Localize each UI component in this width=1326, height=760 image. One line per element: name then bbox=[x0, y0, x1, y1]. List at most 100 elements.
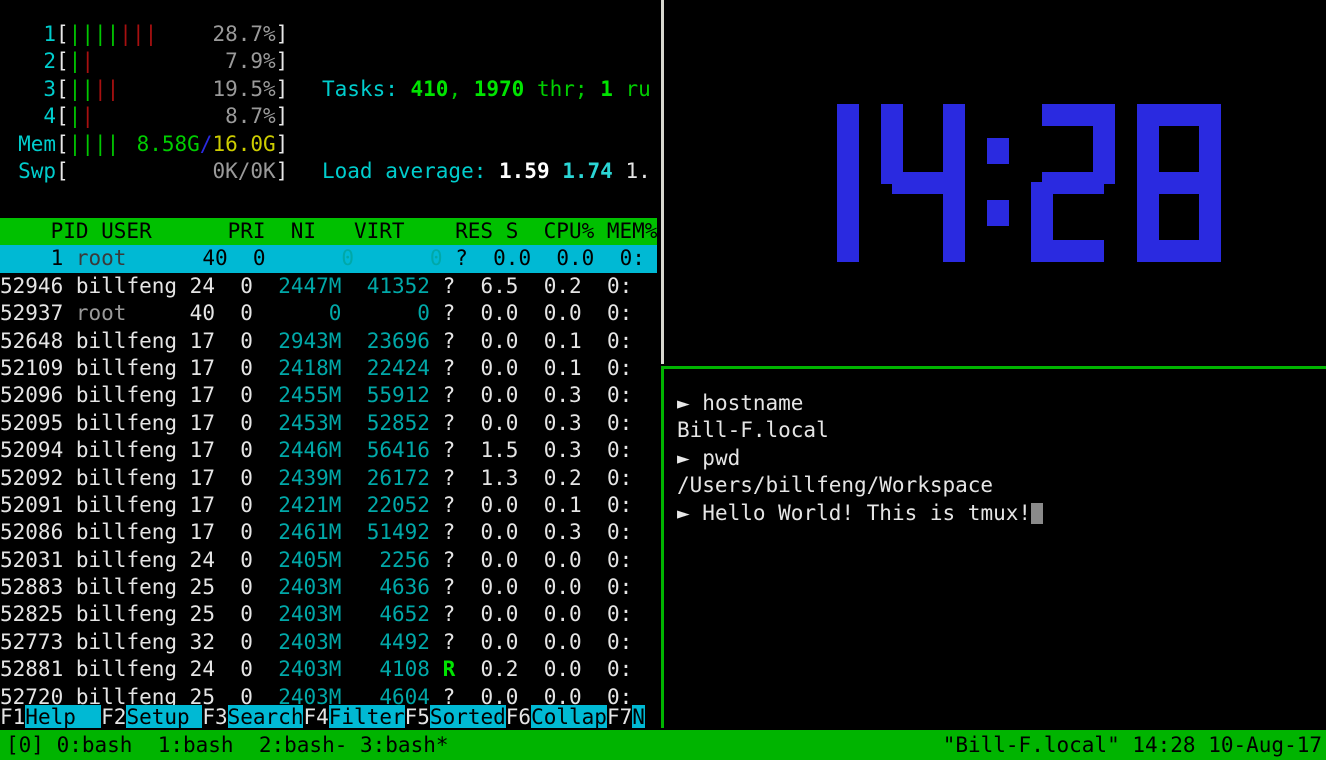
fkey-label-f2[interactable]: Setup bbox=[126, 705, 203, 728]
cell-cpu: 6.5 bbox=[455, 273, 519, 298]
cell-space bbox=[63, 383, 76, 407]
process-table-header[interactable]: PID USER PRI NI VIRT RES S CPU% MEM% T bbox=[0, 218, 657, 246]
cell-virt: 2446M bbox=[252, 438, 342, 463]
shell-command-text: pwd bbox=[702, 445, 741, 470]
fkey-number-f2[interactable]: F2 bbox=[101, 705, 127, 728]
cell-pid: 52092 bbox=[0, 465, 64, 490]
fkey-number-f1[interactable]: F1 bbox=[0, 705, 26, 728]
table-row[interactable]: 52031 billfeng 24 0 2405M 2256 ? 0.0 0.0… bbox=[0, 547, 657, 574]
table-row[interactable]: 52720 billfeng 25 0 2403M 4604 ? 0.0 0.0… bbox=[0, 684, 657, 711]
pane-divider-horizontal[interactable] bbox=[661, 366, 1326, 369]
table-row[interactable]: 52109 billfeng 17 0 2418M 22424 ? 0.0 0.… bbox=[0, 355, 657, 382]
segment-cseg bbox=[942, 182, 965, 262]
table-row[interactable]: 52883 billfeng 25 0 2403M 4636 ? 0.0 0.0… bbox=[0, 574, 657, 601]
table-row[interactable]: 52881 billfeng 24 0 2403M 4108 R 0.2 0.0… bbox=[0, 656, 657, 683]
cell-virt: 2455M bbox=[252, 383, 342, 408]
cell-time: 0: bbox=[594, 246, 645, 271]
cell-res: 0 bbox=[341, 301, 430, 326]
table-row[interactable]: 52091 billfeng 17 0 2421M 22052 ? 0.0 0.… bbox=[0, 492, 657, 519]
segment-e bbox=[1030, 182, 1053, 262]
cell-space bbox=[63, 575, 76, 599]
table-row[interactable]: 52096 billfeng 17 0 2455M 55912 ? 0.0 0.… bbox=[0, 382, 657, 409]
table-row[interactable]: 52937 root 40 0 0 0 ? 0.0 0.0 0: bbox=[0, 300, 657, 327]
table-row[interactable]: 52825 billfeng 25 0 2403M 4652 ? 0.0 0.0… bbox=[0, 601, 657, 628]
meter-bar-green: | bbox=[68, 131, 82, 156]
segment-f bbox=[880, 104, 903, 184]
cell-pri: 25 bbox=[177, 684, 215, 709]
swp-bar-area: 0K/0K bbox=[69, 158, 276, 185]
swp-meter: Swp[0K/0K] bbox=[0, 158, 657, 185]
meter-bar-green: | bbox=[106, 22, 120, 46]
cpu2-bars: || bbox=[69, 48, 94, 75]
cell-mem: 0.1 bbox=[518, 355, 582, 380]
process-table-body[interactable]: 1 root 40 0 0 0 ? 0.0 0.0 0: 52946 billfe… bbox=[0, 245, 657, 711]
tmux-window-list[interactable]: [0] 0:bash 1:bash 2:bash- 3:bash* bbox=[6, 733, 449, 757]
cell-user: billfeng bbox=[75, 602, 178, 627]
table-row[interactable]: 52946 billfeng 24 0 2447M 41352 ? 6.5 0.… bbox=[0, 273, 657, 300]
shell-command-text: Hello World! This is tmux! bbox=[702, 500, 1032, 525]
fkey-number-f6[interactable]: F6 bbox=[505, 705, 532, 728]
fkey-number-f4[interactable]: F4 bbox=[303, 705, 329, 728]
htop-pane[interactable]: 1[||||||| 28.7%] 2[|| 7.9%] 3[|||| 19.5%] 4[||… bbox=[0, 0, 657, 728]
fkey-label-f4[interactable]: Filter bbox=[328, 705, 405, 728]
cell-space bbox=[63, 466, 76, 490]
fkey-label-f5[interactable]: Sorted bbox=[429, 705, 506, 728]
cell-time: 0: bbox=[581, 684, 633, 709]
htop-function-key-bar[interactable]: F1Help F2Setup F3SearchF4FilterF5SortedF… bbox=[0, 705, 657, 728]
cell-state: ? bbox=[429, 438, 456, 463]
clock-pane[interactable] bbox=[669, 0, 1326, 366]
pane-divider-vertical-top[interactable] bbox=[661, 0, 664, 364]
cell-pri: 17 bbox=[177, 355, 215, 380]
cell-pri: 17 bbox=[177, 520, 215, 545]
cpu2-meter: 2[|| 7.9%] bbox=[0, 48, 657, 75]
cell-pri: 17 bbox=[177, 410, 215, 435]
fkey-number-f3[interactable]: F3 bbox=[202, 705, 228, 728]
cpu1-bracket-open: [ bbox=[56, 22, 69, 46]
process-table[interactable]: PID USER PRI NI VIRT RES S CPU% MEM% T 1… bbox=[0, 218, 657, 711]
fkey-number-f5[interactable]: F5 bbox=[404, 705, 430, 728]
shell-output[interactable]: ► hostname Bill-F.local ► pwd/Users/billfe… bbox=[669, 380, 1326, 728]
mem-value: 8.58G/16.0G bbox=[69, 131, 276, 158]
cpu4-bracket-open: [ bbox=[56, 104, 69, 129]
cell-state: ? bbox=[429, 602, 456, 627]
fkey-label-f3[interactable]: Search bbox=[227, 705, 304, 728]
tmux-clock bbox=[669, 0, 1326, 366]
table-row[interactable]: 1 root 40 0 0 0 ? 0.0 0.0 0: bbox=[0, 245, 657, 273]
cell-mem: 0.3 bbox=[518, 438, 582, 463]
cell-state: ? bbox=[429, 492, 456, 517]
cell-virt: 2461M bbox=[252, 520, 342, 545]
htop-meters: 1[||||||| 28.7%] 2[|| 7.9%] 3[|||| 19.5%] 4[||… bbox=[0, 0, 657, 185]
table-row[interactable]: 52773 billfeng 32 0 2403M 4492 ? 0.0 0.0… bbox=[0, 629, 657, 656]
fkey-number-f7[interactable]: F7 bbox=[606, 705, 633, 728]
cell-mem: 0.1 bbox=[518, 328, 582, 353]
tasks-run-label: ru bbox=[612, 76, 651, 101]
meter-bar-red: | bbox=[93, 76, 107, 101]
cell-cpu: 0.0 bbox=[455, 301, 519, 326]
cell-mem: 0.2 bbox=[518, 465, 582, 490]
fkey-label-f6[interactable]: Collap bbox=[531, 705, 607, 728]
text-cursor[interactable] bbox=[1031, 502, 1044, 524]
cell-time: 0: bbox=[581, 629, 633, 654]
table-row[interactable]: 52095 billfeng 17 0 2453M 52852 ? 0.0 0.… bbox=[0, 410, 657, 437]
tmux-status-bar[interactable]: [0] 0:bash 1:bash 2:bash- 3:bash* "Bill-… bbox=[0, 730, 1326, 760]
pane-divider-vertical-bottom[interactable] bbox=[661, 369, 664, 728]
fkey-label-f7[interactable]: N bbox=[632, 705, 645, 728]
cell-pid: 52946 bbox=[0, 273, 64, 298]
cpu3-bracket-close: ] bbox=[275, 76, 289, 101]
cell-time: 0: bbox=[581, 657, 633, 682]
table-row[interactable]: 52648 billfeng 17 0 2943M 23696 ? 0.0 0.… bbox=[0, 328, 657, 355]
meter-bar-green: | bbox=[68, 22, 82, 46]
shell-pane[interactable]: ► hostname Bill-F.local ► pwd/Users/billfe… bbox=[669, 380, 1326, 728]
table-row[interactable]: 52094 billfeng 17 0 2446M 56416 ? 1.5 0.… bbox=[0, 437, 657, 464]
meter-bar-green: | bbox=[68, 49, 82, 74]
swap-value: 0K/0K bbox=[212, 158, 276, 183]
table-row[interactable]: 52092 billfeng 17 0 2439M 26172 ? 1.3 0.… bbox=[0, 465, 657, 492]
table-row[interactable]: 52086 billfeng 17 0 2461M 51492 ? 0.0 0.… bbox=[0, 519, 657, 546]
swp-bracket-close: ] bbox=[275, 158, 289, 183]
fkey-label-f1[interactable]: Help bbox=[25, 705, 102, 728]
cell-virt: 0 bbox=[252, 301, 342, 326]
cell-res: 0 bbox=[354, 246, 443, 271]
tasks-label: Tasks: bbox=[322, 76, 411, 101]
cpu-percent: 28.7% bbox=[212, 22, 276, 46]
cell-pid: 52094 bbox=[0, 438, 64, 463]
